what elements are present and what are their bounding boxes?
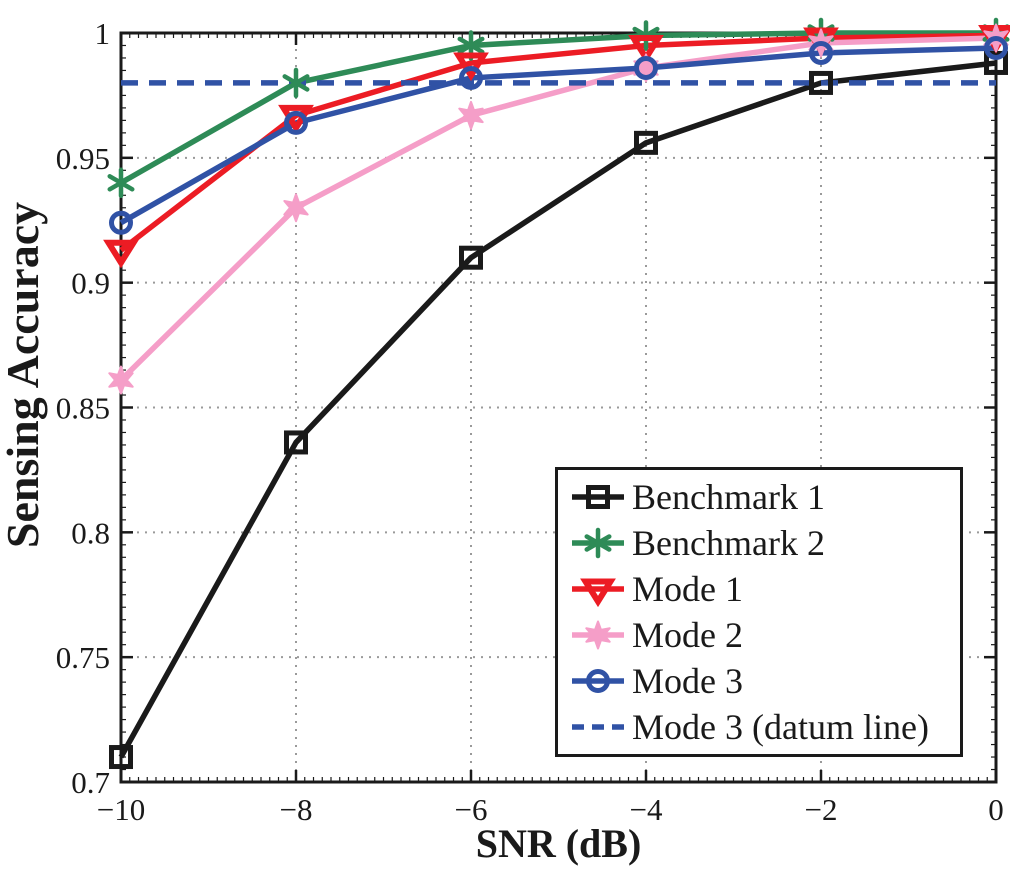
marker-mode-3 [284,110,308,135]
marker-benchmark-1 [284,430,308,455]
legend-item-mode-3: Mode 3 [570,659,960,703]
legend-label: Mode 2 [632,615,743,655]
legend-label: Mode 3 [632,661,743,701]
x-axis-label: SNR (dB) [476,821,642,866]
marker-mode-1 [628,34,664,64]
marker-benchmark-2 [457,36,485,55]
marker-mode-2 [283,193,309,223]
y-tick-label: 0.95 [56,141,110,176]
x-tick-label: 0 [988,792,1004,827]
y-tick-label: 0.75 [56,640,110,675]
legend-marker-benchmark-2-icon [572,527,624,559]
x-tick-label: −4 [630,792,663,827]
legend-label: Mode 1 [632,569,743,609]
legend-item-benchmark-1: Benchmark 1 [570,475,960,519]
legend-item-mode-3-datum-line: Mode 3 (datum line) [570,705,960,749]
y-tick-label: 0.7 [71,765,110,800]
legend-marker-mode-2-icon [572,620,624,650]
x-tick-label: −10 [97,792,145,827]
marker-benchmark-1 [109,745,133,770]
legend-marker-glyph [586,485,610,509]
marker-mode-1 [103,239,139,269]
legend-marker-glyph [585,620,611,650]
y-tick-label: 0.8 [71,515,110,550]
series-line-mode-1 [119,32,997,253]
x-tick-label: −8 [280,792,313,827]
marker-mode-3 [459,65,483,90]
legend-label: Benchmark 1 [632,477,825,517]
y-tick-label: 0.9 [71,266,110,301]
legend-marker-mode-1-icon [572,578,624,608]
y-tick-label: 1 [95,16,111,51]
y-axis-label: Sensing Accuracy [0,202,48,548]
legend-item-mode-2: Mode 2 [570,613,960,657]
marker-mode-2 [633,53,659,83]
marker-mode-2 [108,365,134,395]
marker-mode-2 [458,100,484,130]
series-line-mode-3 [119,45,997,226]
legend-item-benchmark-2: Benchmark 2 [570,521,960,565]
marker-benchmark-1 [634,130,658,155]
x-tick-label: −2 [805,792,838,827]
legend-label: Mode 3 (datum line) [632,707,929,747]
marker-mode-3 [109,210,133,235]
legend-marker-mode-3-icon [572,669,624,693]
marker-mode-1 [453,52,489,82]
marker-benchmark-2 [282,74,310,92]
legend-marker-benchmark-1-icon [572,485,624,509]
legend-marker-mode-3-datum-line-icon [572,724,624,730]
x-tick-label: −6 [455,792,488,827]
legend-item-mode-1: Mode 1 [570,567,960,611]
legend-marker-glyph [586,669,610,693]
y-tick-label: 0.85 [56,391,110,426]
legend-label: Benchmark 2 [632,523,825,563]
marker-mode-3 [634,55,658,80]
marker-benchmark-1 [459,245,483,270]
legend: Benchmark 1 Benchmark 2 Mode 1 Mode 2 Mode 3… [555,467,963,757]
marker-mode-3 [984,35,1008,60]
legend-marker-glyph [580,578,616,608]
series-line-benchmark-1 [118,60,997,759]
marker-benchmark-2 [107,174,135,192]
series-line-benchmark-2 [119,30,996,186]
marker-mode-3 [809,40,833,65]
plot-border [119,31,998,784]
series-line-mode-2 [119,35,997,382]
marker-benchmark-1 [809,70,833,95]
